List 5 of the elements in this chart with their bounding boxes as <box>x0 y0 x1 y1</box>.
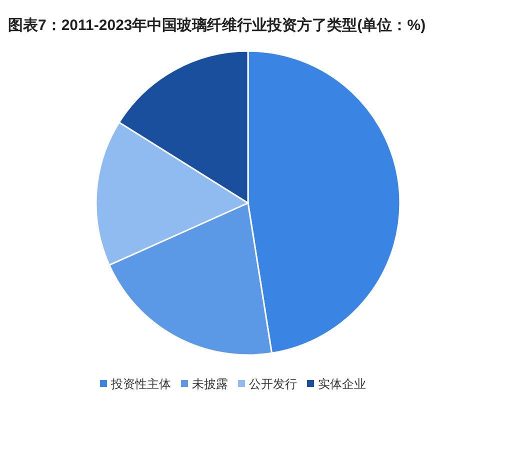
legend-label: 投资性主体 <box>110 377 171 391</box>
legend-label: 公开发行 <box>249 377 297 391</box>
legend-label: 实体企业 <box>318 377 366 391</box>
chart-title: 图表7：2011-2023年中国玻璃纤维行业投资方了类型(单位：%) <box>8 16 426 34</box>
legend-label: 未披露 <box>192 377 228 391</box>
